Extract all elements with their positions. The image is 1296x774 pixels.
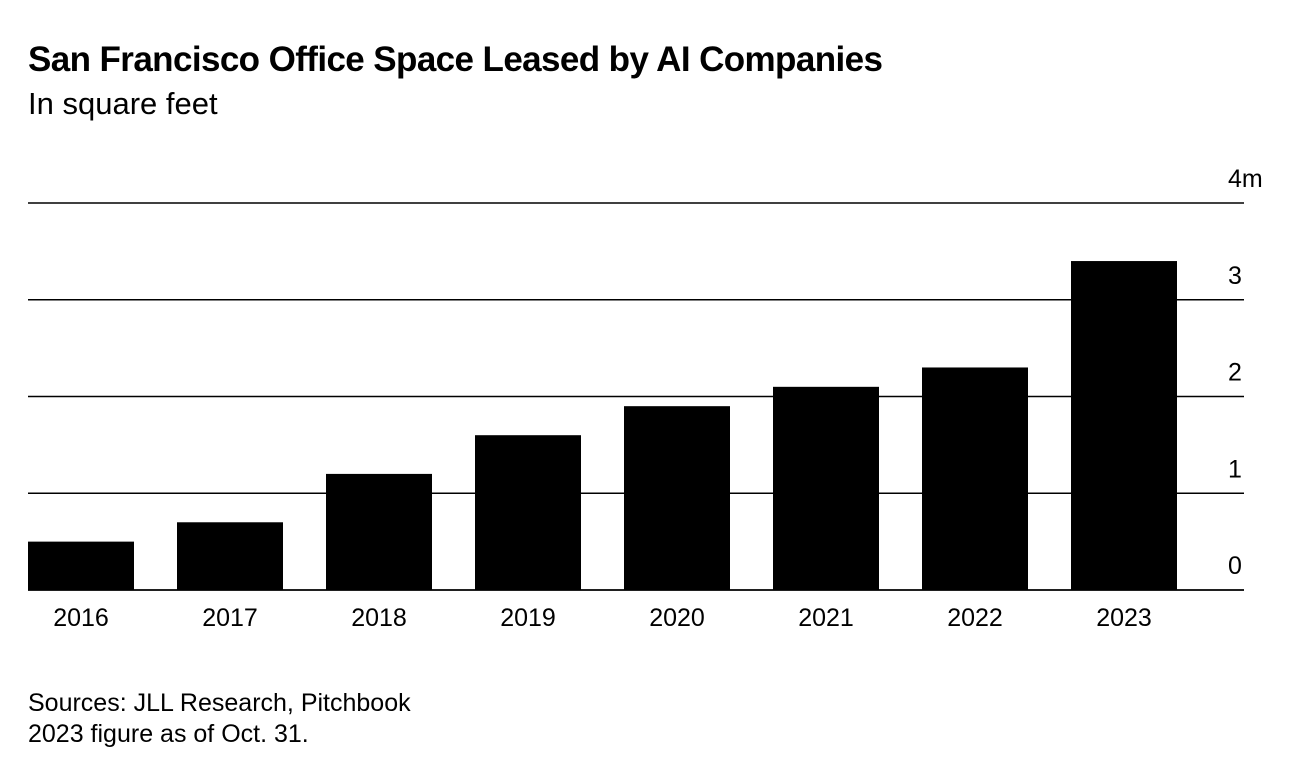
x-tick-label: 2019: [500, 604, 556, 632]
bar: [28, 541, 134, 590]
y-tick-label: 0: [1228, 552, 1242, 580]
bar: [624, 406, 730, 590]
x-tick-label: 2016: [53, 604, 109, 632]
x-tick-label: 2022: [947, 604, 1003, 632]
chart-subtitle: In square feet: [28, 86, 218, 121]
y-tick-label: 4m: [1228, 165, 1263, 193]
bar: [773, 386, 879, 590]
sources-note: Sources: JLL Research, Pitchbook: [28, 689, 411, 717]
x-tick-label: 2020: [649, 604, 705, 632]
x-tick-label: 2023: [1096, 604, 1152, 632]
chart-title: San Francisco Office Space Leased by AI …: [28, 40, 883, 79]
bar: [177, 522, 283, 590]
bar: [475, 435, 581, 590]
y-axis-tick-labels: 0 1 2 3 4m: [1228, 165, 1263, 580]
footnote: 2023 figure as of Oct. 31.: [28, 720, 309, 748]
y-tick-label: 2: [1228, 359, 1242, 387]
x-tick-label: 2021: [798, 604, 854, 632]
y-tick-label: 1: [1228, 455, 1242, 483]
bar: [922, 367, 1028, 590]
x-axis-tick-labels: 2016 2017 2018 2019 2020 2021 2022 2023: [53, 604, 1152, 632]
bar: [1071, 261, 1177, 590]
x-tick-label: 2018: [351, 604, 407, 632]
y-tick-label: 3: [1228, 262, 1242, 290]
x-tick-label: 2017: [202, 604, 258, 632]
bars: [28, 261, 1177, 590]
bar: [326, 473, 432, 590]
